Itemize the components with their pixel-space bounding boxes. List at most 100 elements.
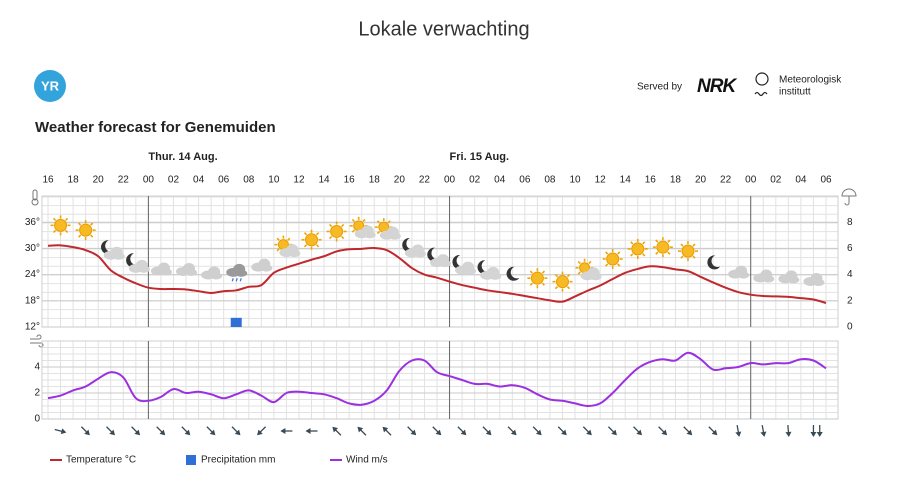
wind-arrow	[482, 426, 492, 436]
sun-ray	[642, 241, 646, 245]
weather-symbol	[126, 253, 150, 273]
wind-arrow	[156, 426, 166, 436]
weather-symbol	[75, 220, 96, 241]
sun-ray	[90, 234, 94, 238]
sun-ray	[680, 255, 684, 259]
sun-ray	[276, 237, 280, 241]
weather-symbol	[101, 240, 125, 260]
sun-ray	[387, 220, 391, 224]
wind-arrow	[231, 426, 241, 436]
sun-ray	[351, 229, 356, 233]
moon	[707, 255, 721, 270]
yr-logo[interactable]	[34, 70, 66, 102]
sun-ray	[529, 270, 534, 274]
sun	[555, 275, 569, 289]
sun-ray	[692, 255, 696, 259]
arrow-head	[159, 429, 166, 436]
weather-symbol	[602, 248, 623, 269]
arrow-head	[561, 429, 567, 436]
sun-ray	[303, 244, 308, 248]
thermometer-icon	[31, 189, 39, 206]
arrow-head	[586, 429, 592, 436]
sun-ray	[642, 253, 646, 257]
arrow-head	[84, 429, 90, 436]
hour-label: 00	[143, 175, 155, 186]
moon	[452, 255, 466, 270]
sun-ray	[655, 239, 659, 243]
arrow-head	[234, 429, 241, 436]
sun-ray	[52, 229, 57, 233]
arrow-head	[711, 429, 718, 436]
sun-ray	[566, 286, 571, 290]
sun-ray	[376, 230, 381, 235]
wind-arrow	[280, 428, 293, 434]
cloud	[112, 252, 125, 260]
hour-label: 02	[469, 175, 481, 186]
wind-arrow	[582, 426, 592, 436]
hour-label: 10	[569, 175, 581, 186]
weather-symbol	[652, 237, 673, 258]
cloud	[439, 260, 451, 268]
arrow-head	[636, 429, 643, 436]
hour-label: 20	[93, 175, 105, 186]
arrow-head	[305, 428, 311, 434]
cloud	[260, 264, 273, 272]
hour-label: 00	[745, 175, 757, 186]
arrow-head	[760, 431, 767, 437]
hour-label: 16	[42, 175, 54, 186]
sun-ray	[630, 253, 634, 257]
wind-arrow	[785, 424, 792, 437]
arrow-head	[686, 429, 693, 436]
hour-label: 22	[720, 175, 732, 186]
weather-symbol	[677, 241, 698, 262]
sun-ray	[630, 241, 634, 245]
wind-arrow	[735, 424, 742, 437]
wind-arrow	[206, 426, 216, 436]
hour-label: 16	[344, 175, 356, 186]
y-tick-label: 0	[34, 414, 40, 425]
cloud	[489, 272, 502, 280]
hour-label: 18	[68, 175, 80, 186]
weather-symbol	[326, 221, 347, 242]
wind-arrow	[332, 426, 342, 436]
arrow-head	[460, 429, 467, 436]
weather-symbol	[452, 255, 477, 275]
sun	[530, 271, 544, 285]
wind-arrow	[407, 426, 417, 436]
sun-ray	[64, 229, 69, 233]
hour-label: 06	[519, 175, 531, 186]
cloud	[464, 267, 477, 275]
rain-drop	[239, 278, 242, 282]
hour-label: 04	[494, 175, 506, 186]
weather-symbol	[251, 258, 273, 272]
arrow-head	[535, 429, 542, 436]
sun	[330, 224, 344, 238]
weather-symbol	[778, 270, 800, 284]
wind-arrow	[54, 428, 67, 435]
y2-tick-label: 0	[847, 322, 853, 333]
nrk-logo[interactable]: NRK	[697, 76, 738, 97]
moon	[427, 247, 440, 262]
moon	[402, 238, 415, 253]
sun-ray	[566, 274, 571, 278]
sun-ray	[605, 263, 609, 267]
weather-symbol	[707, 255, 721, 270]
sun	[79, 223, 93, 237]
moon	[506, 266, 520, 281]
page-title: Lokale verwachting	[358, 18, 529, 40]
weather-symbol	[226, 263, 248, 282]
sun-ray	[362, 218, 366, 223]
weather-symbol	[477, 260, 502, 280]
arrow-head	[611, 429, 617, 436]
wind-arrow	[708, 426, 718, 436]
hour-label: 06	[820, 175, 832, 186]
weather-symbol	[374, 218, 401, 240]
wind-arrow	[181, 426, 191, 436]
sun	[681, 244, 695, 258]
sun-ray	[328, 235, 333, 240]
cloud	[185, 268, 198, 276]
wind-icon	[30, 334, 44, 348]
weather-symbol	[427, 247, 451, 268]
met-logo	[755, 72, 769, 86]
moon	[101, 240, 114, 255]
